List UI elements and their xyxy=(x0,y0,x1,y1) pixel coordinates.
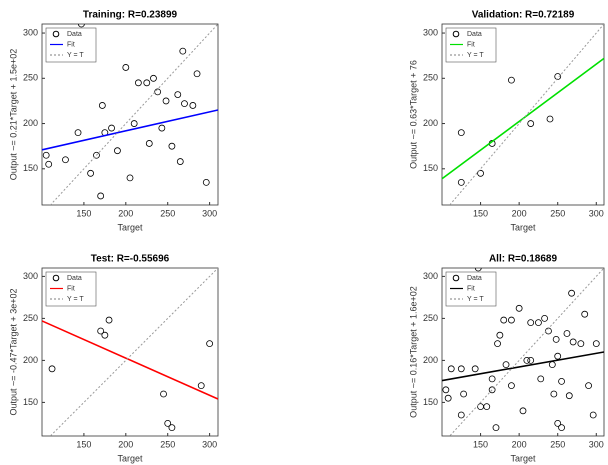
legend-label: Data xyxy=(467,275,482,282)
legend-label: Fit xyxy=(67,285,75,292)
x-tick-label: 200 xyxy=(118,208,133,218)
legend-label: Data xyxy=(67,31,82,38)
y-tick-label: 200 xyxy=(23,118,38,128)
x-tick-label: 300 xyxy=(589,439,604,449)
legend-label: Y = T xyxy=(467,296,484,303)
chart-title: Validation: R=0.72189 xyxy=(472,10,575,21)
x-axis-label: Target xyxy=(510,453,536,463)
x-axis-label: Target xyxy=(117,453,143,463)
x-tick-label: 250 xyxy=(550,439,565,449)
chart-title: Training: R=0.23899 xyxy=(83,10,178,21)
x-tick-label: 150 xyxy=(76,208,91,218)
x-tick-label: 200 xyxy=(512,208,527,218)
panel: Test: R=-0.55696 Target Output ~= -0.47*Ta… xyxy=(8,254,218,464)
x-tick-label: 250 xyxy=(550,208,565,218)
legend-label: Fit xyxy=(467,41,475,48)
legend-label: Fit xyxy=(67,41,75,48)
y-axis-label: Output ~= -0.47*Target + 3e+02 xyxy=(8,288,18,415)
y-tick-label: 150 xyxy=(23,397,38,407)
y-tick-label: 200 xyxy=(423,355,438,365)
panel: All: R=0.18689 Target Output ~= 0.16*Targe… xyxy=(408,254,604,464)
y-tick-label: 200 xyxy=(423,118,438,128)
y-tick-label: 300 xyxy=(23,271,38,281)
x-tick-label: 200 xyxy=(118,439,133,449)
y-tick-label: 250 xyxy=(23,73,38,83)
chart-title: Test: R=-0.55696 xyxy=(91,254,170,265)
y-tick-label: 150 xyxy=(423,397,438,407)
y-tick-label: 250 xyxy=(23,313,38,323)
legend-label: Data xyxy=(467,31,482,38)
y-tick-label: 200 xyxy=(23,355,38,365)
x-tick-label: 250 xyxy=(160,439,175,449)
legend-label: Y = T xyxy=(467,52,484,59)
x-tick-label: 150 xyxy=(473,208,488,218)
chart-title: All: R=0.18689 xyxy=(489,254,558,265)
x-tick-label: 300 xyxy=(202,439,217,449)
legend-label: Data xyxy=(67,275,82,282)
figure: Training: R=0.23899 Target Output ~= 0.21*… xyxy=(0,0,608,465)
legend-label: Y = T xyxy=(67,52,84,59)
y-tick-label: 300 xyxy=(423,27,438,37)
legend-label: Y = T xyxy=(67,296,84,303)
y-axis-label: Output ~= 0.16*Target + 1.6e+02 xyxy=(408,286,418,418)
y-axis-label: Output ~= 0.63*Target + 76 xyxy=(408,60,418,169)
x-tick-label: 300 xyxy=(202,208,217,218)
panel: Training: R=0.23899 Target Output ~= 0.21*… xyxy=(8,10,218,233)
x-tick-label: 250 xyxy=(160,208,175,218)
y-tick-label: 300 xyxy=(423,271,438,281)
y-tick-label: 150 xyxy=(423,163,438,173)
panel: Validation: R=0.72189 Target Output ~= 0.6… xyxy=(408,10,604,233)
y-tick-label: 150 xyxy=(23,163,38,173)
y-tick-label: 300 xyxy=(23,27,38,37)
x-tick-label: 200 xyxy=(512,439,527,449)
x-tick-label: 150 xyxy=(473,439,488,449)
x-tick-label: 300 xyxy=(589,208,604,218)
legend-label: Fit xyxy=(467,285,475,292)
x-axis-label: Target xyxy=(510,222,536,232)
x-axis-label: Target xyxy=(117,222,143,232)
y-tick-label: 250 xyxy=(423,313,438,323)
y-tick-label: 250 xyxy=(423,73,438,83)
x-tick-label: 150 xyxy=(76,439,91,449)
y-axis-label: Output ~= 0.21*Target + 1.5e+02 xyxy=(8,49,18,181)
